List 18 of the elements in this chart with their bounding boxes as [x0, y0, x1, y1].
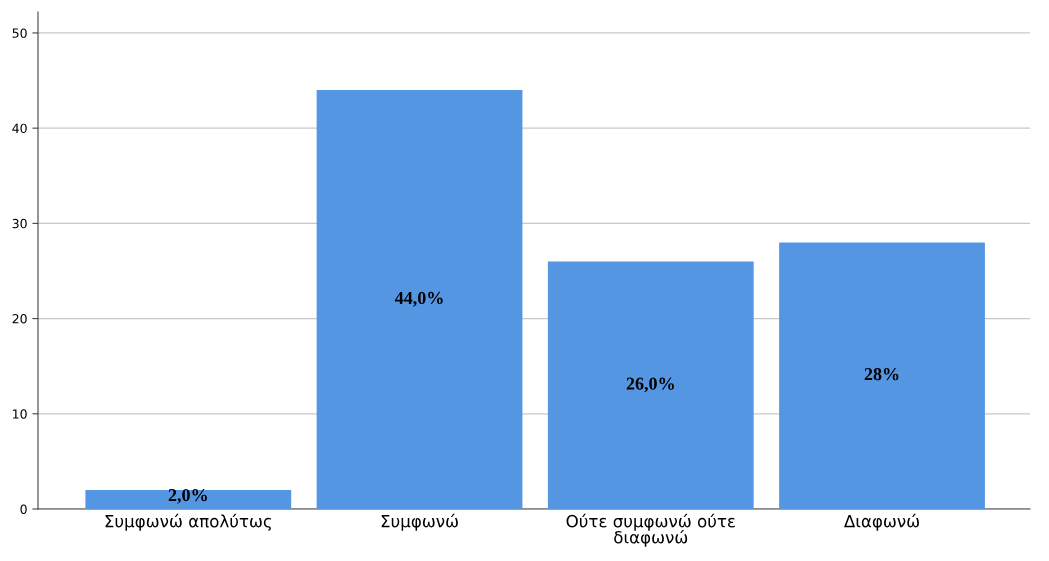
y-tick-label: 30 — [12, 218, 27, 229]
x-tick-label: Διαφωνώ — [844, 513, 919, 531]
bar — [547, 261, 754, 509]
x-tick-label: Συμφωνώ απολύτως — [105, 513, 272, 531]
bar — [316, 90, 523, 509]
y-tick-label: 40 — [12, 123, 27, 134]
y-tick-label: 10 — [13, 409, 27, 419]
data-label: 26,0% — [626, 377, 674, 393]
bar — [779, 242, 985, 509]
y-tick-label: 0 — [20, 504, 27, 514]
y-tick-label: 50 — [12, 28, 27, 38]
x-tick-label: Ούτε συμφωνώ ούτε διαφωνώ — [566, 513, 735, 547]
bar — [85, 489, 292, 509]
x-tick-label: Συμφωνώ — [381, 513, 458, 531]
data-label: 28% — [864, 368, 899, 381]
data-label: 44,0% — [394, 291, 443, 307]
data-label: 2,0% — [168, 488, 207, 504]
y-tick-label: 20 — [12, 314, 27, 324]
